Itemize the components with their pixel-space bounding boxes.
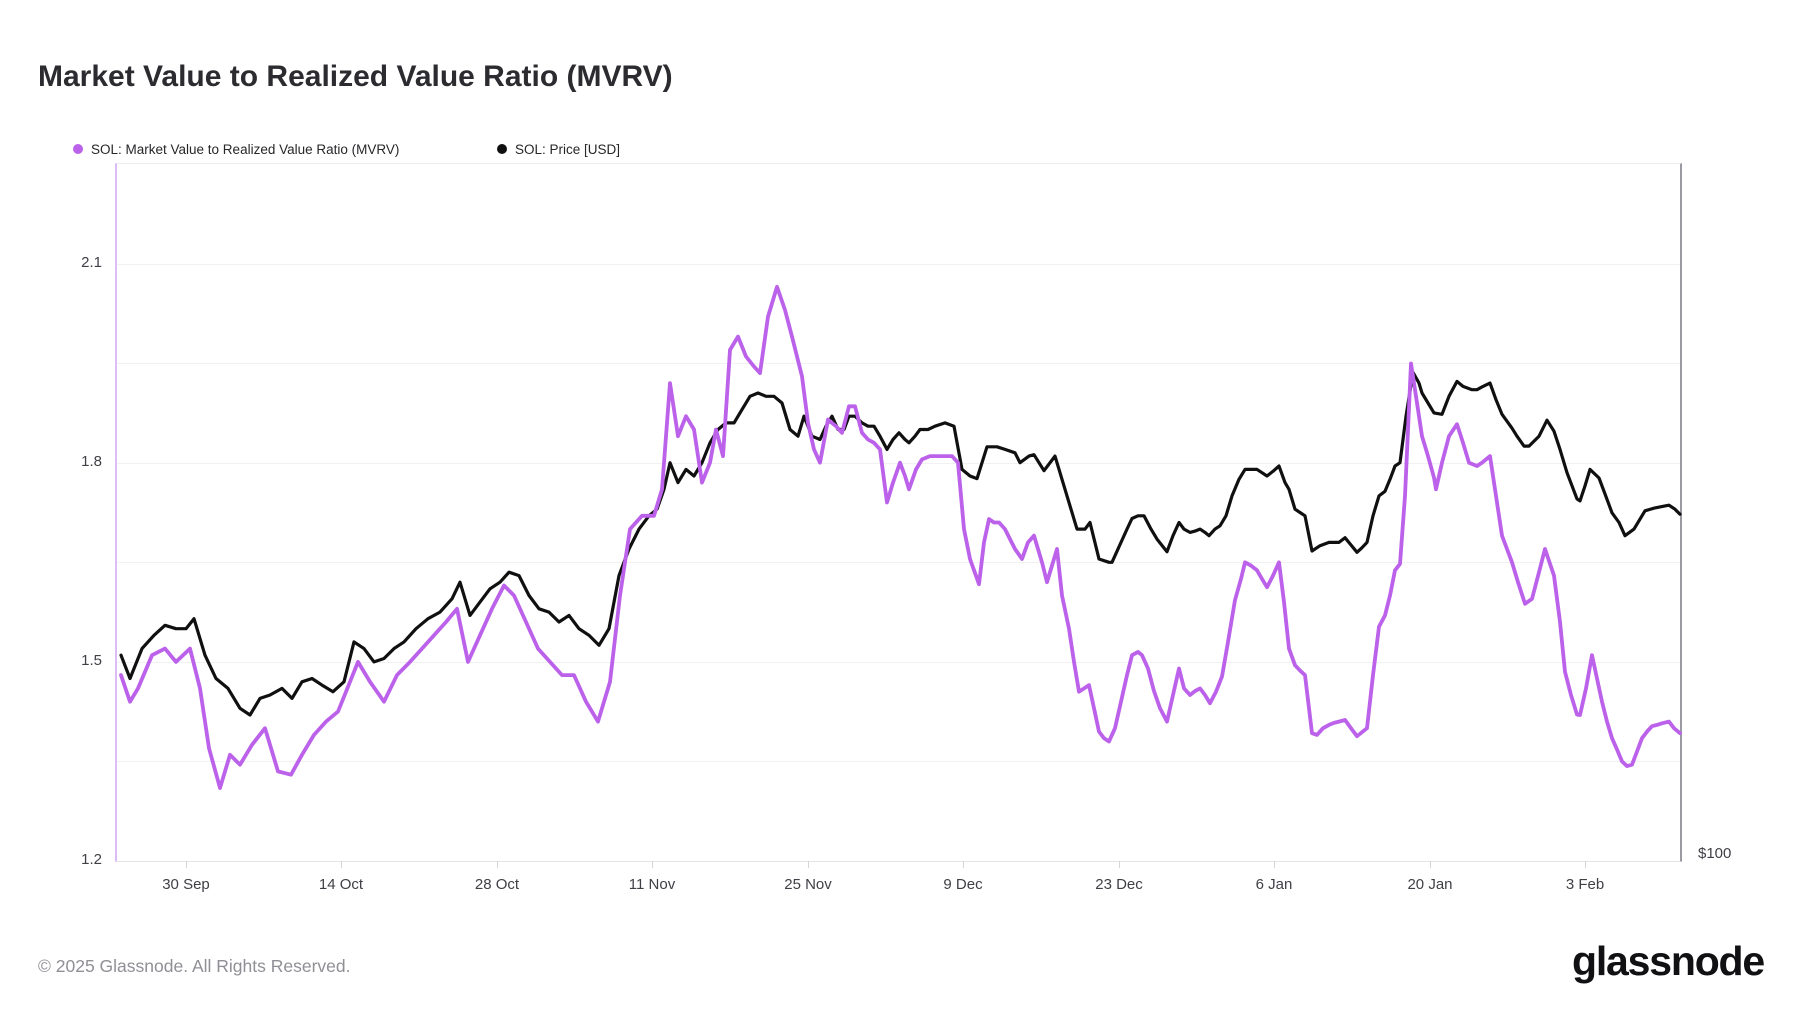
x-axis-tick [1430, 861, 1431, 868]
right-axis-price-label: $100 [1698, 845, 1732, 862]
y-axis-label: 1.5 [81, 651, 102, 669]
x-axis-tick [341, 861, 342, 868]
legend-item-price[interactable]: SOL: Price [USD] [497, 140, 620, 158]
x-axis-label: 25 Nov [784, 876, 832, 893]
legend-item-mvrv[interactable]: SOL: Market Value to Realized Value Rati… [73, 140, 399, 158]
x-axis-label: 3 Feb [1565, 876, 1605, 893]
gridline [117, 363, 1680, 365]
y-axis-label: 2.1 [81, 253, 102, 271]
legend: SOL: Market Value to Realized Value Rati… [0, 140, 1800, 158]
x-axis-label: 23 Dec [1095, 876, 1143, 893]
x-axis-label: 14 Oct [318, 876, 364, 893]
x-axis-tick [497, 861, 498, 868]
x-axis-tick [186, 861, 187, 868]
page-title: Market Value to Realized Value Ratio (MV… [38, 60, 673, 94]
y-axis-label: 1.2 [81, 851, 102, 868]
x-axis-label: 28 Oct [474, 876, 520, 893]
y-axis-label: 1.8 [81, 452, 102, 470]
x-axis-label: 9 Dec [943, 876, 983, 893]
x-axis-label: 6 Jan [1255, 876, 1293, 893]
chart-plot-area[interactable] [115, 163, 1682, 862]
x-axis-tick [1119, 861, 1120, 868]
gridline [117, 661, 1680, 663]
x-axis-label: 11 Nov [628, 876, 676, 893]
gridline [117, 263, 1680, 265]
legend-label-mvrv: SOL: Market Value to Realized Value Rati… [91, 141, 400, 157]
glassnode-logo: glassnode [1572, 938, 1765, 984]
x-axis-tick [808, 861, 809, 868]
price-line [119, 370, 1682, 717]
x-axis-label: 30 Sep [162, 876, 210, 893]
footer-copyright: © 2025 Glassnode. All Rights Reserved. [38, 956, 351, 976]
x-axis-tick [963, 861, 964, 868]
x-axis-tick [652, 861, 653, 868]
gridline [117, 562, 1680, 564]
mvrv-legend-dot-icon [73, 144, 83, 154]
price-legend-dot-icon [497, 144, 507, 154]
x-axis-tick [1274, 861, 1275, 868]
mvrv-line [119, 284, 1682, 790]
chart-canvas [119, 284, 1682, 790]
x-axis-tick [1585, 861, 1586, 868]
x-axis-label: 20 Jan [1407, 876, 1453, 893]
gridline [117, 761, 1680, 763]
legend-label-price: SOL: Price [USD] [515, 141, 621, 157]
